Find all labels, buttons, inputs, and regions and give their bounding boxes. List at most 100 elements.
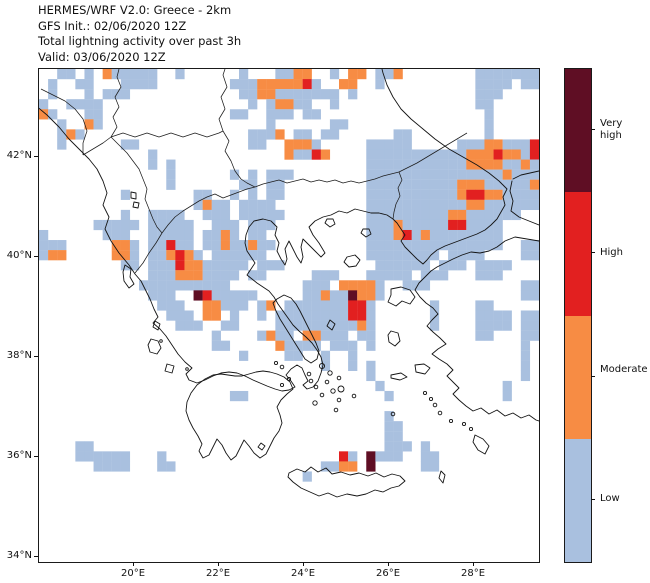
island-ikaria	[390, 372, 408, 381]
lightning-cell-low	[502, 310, 512, 321]
lightning-cell-low	[493, 179, 503, 190]
lightning-cell-low	[384, 159, 394, 170]
lightning-cell-low	[511, 199, 521, 211]
lon-tick-mark	[302, 562, 304, 566]
lightning-cell-low	[102, 219, 112, 231]
lightning-cell-low	[466, 209, 476, 221]
lightning-cell-low	[529, 320, 539, 331]
lightning-cell-moderate	[120, 250, 131, 261]
colorbar-segment-very-high	[565, 69, 591, 193]
lightning-cell-low	[393, 149, 403, 160]
lightning-cell-low	[457, 199, 467, 211]
lightning-cell-low	[429, 270, 440, 281]
lightning-cell-low	[239, 290, 249, 301]
lightning-cell-moderate	[348, 280, 358, 291]
lightning-cell-low	[366, 139, 376, 150]
lightning-cell-moderate	[448, 209, 458, 221]
lightning-cell-low	[311, 280, 321, 291]
lightning-cell-low	[439, 229, 449, 241]
lightning-cell-low	[275, 89, 285, 100]
lightning-cell-low	[502, 189, 512, 200]
lightning-cell-low	[229, 109, 240, 120]
lightning-cell-low	[520, 250, 531, 261]
lightning-cell-low	[302, 89, 312, 100]
lightning-cell-low	[239, 79, 249, 90]
islet-dot	[390, 411, 396, 417]
lightning-cell-low	[320, 89, 331, 100]
lightning-cell-low	[529, 169, 539, 180]
lightning-cell-low	[175, 209, 185, 221]
lightning-cell-low	[366, 360, 376, 371]
lightning-cell-low	[420, 219, 431, 231]
lon-tick-label: 26°E	[375, 568, 401, 579]
lightning-cell-low	[384, 179, 394, 190]
lightning-cell-low	[257, 219, 267, 231]
lightning-cell-low	[93, 451, 103, 462]
lightning-cell-moderate	[266, 300, 276, 311]
lightning-cell-low	[239, 250, 249, 261]
lightning-cell-high	[457, 219, 467, 231]
lightning-cell-low	[93, 461, 103, 472]
lightning-cell-low	[239, 260, 249, 271]
lightning-cell-moderate	[284, 149, 294, 160]
lightning-cell-low	[493, 69, 503, 80]
lightning-cell-low	[475, 219, 485, 231]
lightning-cell-moderate	[393, 229, 403, 241]
islet-dot	[461, 421, 467, 427]
lightning-cell-high	[475, 189, 485, 200]
islet-dot	[159, 339, 163, 343]
lightning-cell-low	[411, 199, 421, 211]
lightning-cell-low	[475, 270, 485, 281]
lightning-cell-moderate	[320, 149, 331, 160]
lightning-cell-low	[311, 270, 321, 281]
lightning-cell-low	[148, 69, 158, 80]
lightning-cell-low	[411, 219, 421, 231]
lightning-cell-moderate	[348, 69, 358, 80]
lightning-cell-low	[420, 159, 431, 170]
lightning-cell-low	[175, 300, 185, 311]
lightning-cell-low	[420, 199, 431, 211]
lightning-cell-moderate	[466, 179, 476, 190]
islet-dot	[324, 379, 330, 385]
lightning-cell-low	[302, 310, 312, 321]
lightning-cell-low	[448, 169, 458, 180]
lightning-cell-low	[484, 209, 494, 221]
lightning-cell-low	[520, 350, 531, 361]
lightning-cell-low	[148, 159, 158, 170]
lightning-cell-low	[275, 260, 285, 271]
lightning-cell-low	[375, 79, 385, 90]
lightning-cell-low	[248, 270, 258, 281]
lightning-cell-low	[284, 350, 294, 361]
lightning-cell-low	[302, 109, 312, 120]
lightning-cell-low	[475, 89, 485, 100]
lightning-cell-low	[457, 139, 467, 150]
lightning-cell-low	[157, 270, 167, 281]
lightning-cell-low	[493, 229, 503, 241]
lightning-cell-moderate	[193, 260, 203, 271]
lat-tick-label: 40°N	[6, 250, 32, 261]
lightning-cell-low	[420, 209, 431, 221]
islet-dot	[351, 393, 357, 399]
lightning-cell-low	[111, 219, 121, 231]
lightning-cell-low	[402, 199, 412, 211]
lightning-cell-moderate	[275, 129, 285, 140]
lightning-cell-low	[284, 320, 294, 331]
lightning-cell-low	[493, 209, 503, 221]
lightning-cell-low	[475, 229, 485, 241]
lightning-cell-low	[148, 149, 158, 160]
lightning-cell-moderate	[357, 290, 367, 301]
lightning-cell-low	[75, 99, 85, 110]
lake-ohrid	[130, 191, 137, 200]
lightning-cell-low	[529, 159, 539, 170]
lightning-cell-low	[420, 179, 431, 190]
lightning-cell-low	[284, 340, 294, 351]
lightning-cell-low	[320, 129, 331, 140]
lightning-cell-low	[366, 199, 376, 211]
lightning-cell-low	[157, 229, 167, 241]
lightning-cell-moderate	[357, 320, 367, 331]
lightning-cell-low	[275, 179, 285, 190]
lightning-cell-low	[302, 290, 312, 301]
lightning-cell-low	[239, 109, 249, 120]
lightning-cell-low	[511, 139, 521, 150]
lightning-cell-moderate	[220, 240, 231, 251]
